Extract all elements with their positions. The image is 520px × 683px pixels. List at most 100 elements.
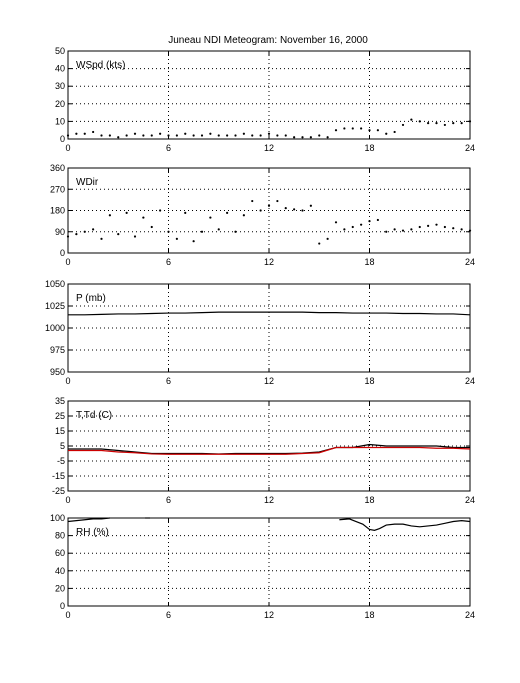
x-tick-label: 0	[65, 143, 70, 153]
x-tick-label: 24	[465, 376, 475, 386]
data-point	[175, 237, 178, 240]
x-tick-label: 6	[166, 610, 171, 620]
y-tick-label: 50	[55, 46, 65, 56]
data-point	[276, 134, 279, 137]
data-point	[334, 221, 338, 224]
panel-0: 0 6 12 18 24 0 10 20 30 40 50 WSpd (kts)	[55, 46, 475, 153]
panel-label: WSpd (kts)	[76, 60, 125, 71]
y-tick-label: -25	[52, 486, 65, 496]
y-tick-label: 25	[55, 411, 65, 421]
data-point	[234, 230, 237, 233]
series-line-1	[68, 446, 471, 455]
x-tick-label: 18	[364, 495, 374, 505]
series-line-2	[339, 518, 471, 531]
data-point	[184, 132, 187, 135]
data-point	[284, 134, 287, 137]
data-point	[150, 225, 153, 229]
data-point	[452, 227, 455, 230]
data-point	[66, 134, 70, 137]
data-point	[368, 220, 371, 223]
y-tick-label: 270	[50, 184, 65, 194]
y-tick-label: 10	[55, 116, 65, 126]
x-tick-label: 18	[364, 610, 374, 620]
data-point	[217, 228, 220, 231]
data-point	[309, 204, 312, 207]
data-point	[309, 136, 312, 139]
data-point	[418, 225, 421, 229]
data-point	[410, 118, 413, 121]
y-tick-label: 20	[55, 99, 65, 109]
data-point	[267, 204, 271, 207]
y-tick-label: 40	[55, 64, 65, 74]
data-point	[385, 230, 388, 233]
data-point	[83, 230, 86, 233]
panel-label: RH (%)	[76, 527, 109, 538]
x-tick-label: 6	[166, 495, 171, 505]
data-point	[410, 228, 413, 231]
data-point	[142, 134, 145, 137]
data-point	[159, 132, 162, 135]
data-point	[452, 122, 455, 125]
data-point	[117, 233, 120, 236]
data-point	[301, 136, 304, 139]
data-point	[209, 132, 212, 135]
data-point	[284, 207, 287, 210]
y-tick-label: 20	[55, 583, 65, 593]
panel-label: P (mb)	[76, 293, 106, 304]
x-tick-label: 24	[465, 495, 475, 505]
data-point	[427, 224, 430, 227]
data-point	[393, 228, 396, 231]
x-tick-label: 0	[65, 257, 70, 267]
y-tick-label: 100	[50, 513, 65, 523]
x-tick-label: 12	[264, 257, 274, 267]
y-tick-label: 80	[55, 531, 65, 541]
data-point	[418, 120, 421, 123]
panel-2: 0 6 12 18 24 950 975 1000 1025 1050 P (mb)	[45, 279, 475, 386]
y-tick-label: 40	[55, 566, 65, 576]
data-point	[301, 209, 304, 212]
data-point	[75, 132, 78, 135]
data-point	[217, 134, 220, 137]
data-point	[351, 127, 354, 130]
data-point	[192, 240, 195, 243]
data-point	[133, 235, 137, 238]
y-tick-label: 1025	[45, 301, 65, 311]
y-tick-label: 0	[60, 248, 65, 258]
series-line-0	[68, 443, 470, 455]
data-point	[360, 223, 363, 226]
y-tick-label: 90	[55, 227, 65, 237]
data-point	[376, 218, 379, 222]
data-point	[209, 216, 212, 219]
y-tick-label: 1000	[45, 323, 65, 333]
panel-3: 0 6 12 18 24 -25 -15 -5 5 15 25 35 T,Td (C)	[52, 396, 475, 505]
data-point	[376, 129, 379, 132]
data-point	[293, 136, 296, 139]
data-point	[318, 242, 321, 245]
data-point	[435, 223, 438, 226]
x-tick-label: 0	[65, 495, 70, 505]
data-point	[142, 216, 145, 219]
data-point	[125, 134, 128, 137]
data-point	[267, 132, 271, 135]
data-point	[427, 122, 430, 125]
data-point	[108, 214, 111, 217]
x-tick-label: 24	[465, 257, 475, 267]
x-tick-label: 12	[264, 610, 274, 620]
figure-title: Juneau NDI Meteogram: November 16, 2000	[168, 35, 368, 46]
x-tick-label: 0	[65, 376, 70, 386]
y-tick-label: 0	[60, 601, 65, 611]
panel-4: 0 6 12 18 24 0 20 40 60 80 100 RH (%)	[50, 513, 475, 620]
data-point	[242, 214, 245, 217]
data-point	[234, 134, 237, 137]
data-point	[100, 134, 103, 137]
x-tick-label: 24	[465, 610, 475, 620]
x-tick-label: 18	[364, 143, 374, 153]
x-tick-label: 6	[166, 376, 171, 386]
data-point	[226, 134, 229, 137]
series-line-0	[67, 517, 110, 523]
data-point	[393, 130, 396, 134]
panel-label: T,Td (C)	[76, 410, 112, 421]
data-point	[468, 229, 472, 232]
data-point	[368, 129, 371, 132]
x-tick-label: 24	[465, 143, 475, 153]
